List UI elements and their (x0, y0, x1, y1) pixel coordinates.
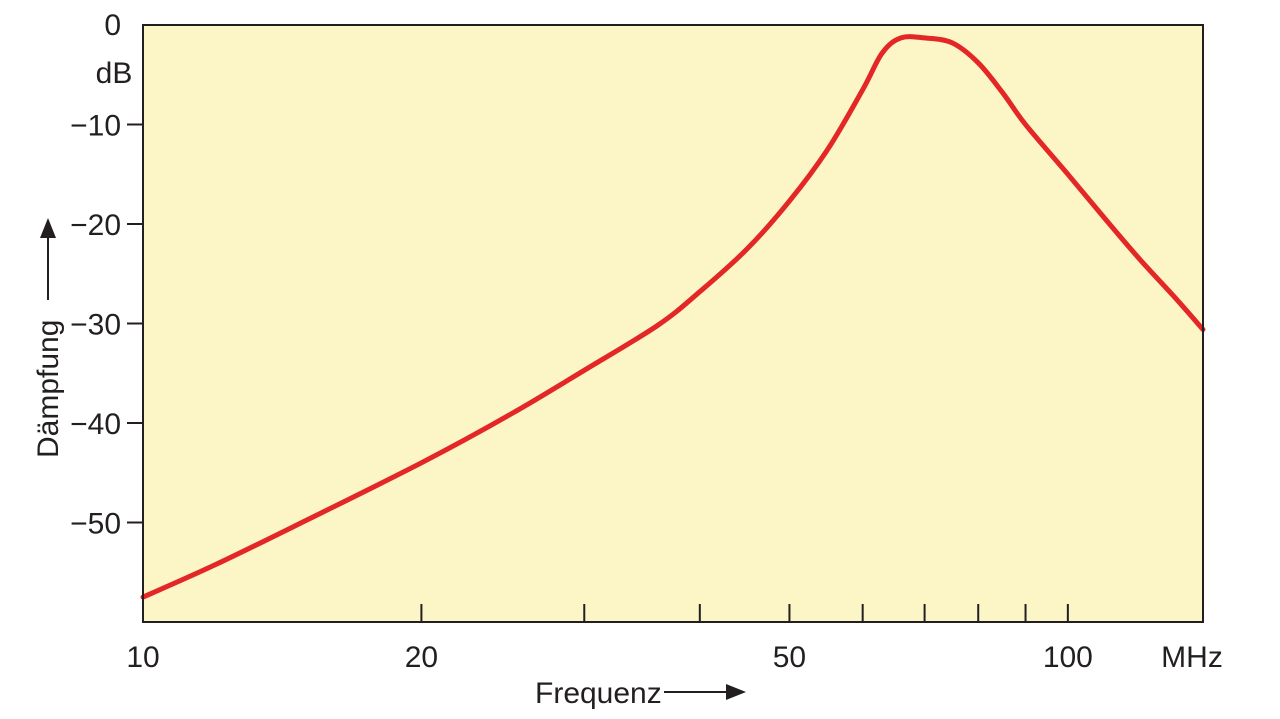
axis-tick-labels: 0 −10 −20 −30 −40 −50 10 20 50 100 (70, 9, 1093, 674)
y-tick-label-4: −40 (70, 408, 121, 441)
x-tick-label-4: 50 (773, 641, 806, 674)
x-unit-label: MHz (1161, 641, 1223, 674)
x-tick-label-1: 20 (405, 641, 438, 674)
plot-area (143, 25, 1203, 622)
y-tick-label-5: −50 (70, 508, 121, 541)
axis-ticks (127, 123, 1069, 622)
x-axis-arrow (664, 684, 746, 700)
y-unit-label: dB (96, 57, 133, 90)
y-axis-title: Dämpfung (32, 320, 65, 458)
x-axis-title: Frequenz (535, 677, 662, 710)
x-tick-label-9: 100 (1043, 641, 1093, 674)
y-tick-label-3: −30 (70, 309, 121, 342)
y-tick-label-0: 0 (104, 9, 121, 42)
x-tick-label-0: 10 (126, 641, 159, 674)
y-axis-arrow (40, 218, 56, 300)
y-tick-label-1: −10 (70, 110, 121, 143)
attenuation-curve (140, 34, 1206, 600)
y-tick-label-2: −20 (70, 209, 121, 242)
plot-frame (142, 24, 1204, 623)
